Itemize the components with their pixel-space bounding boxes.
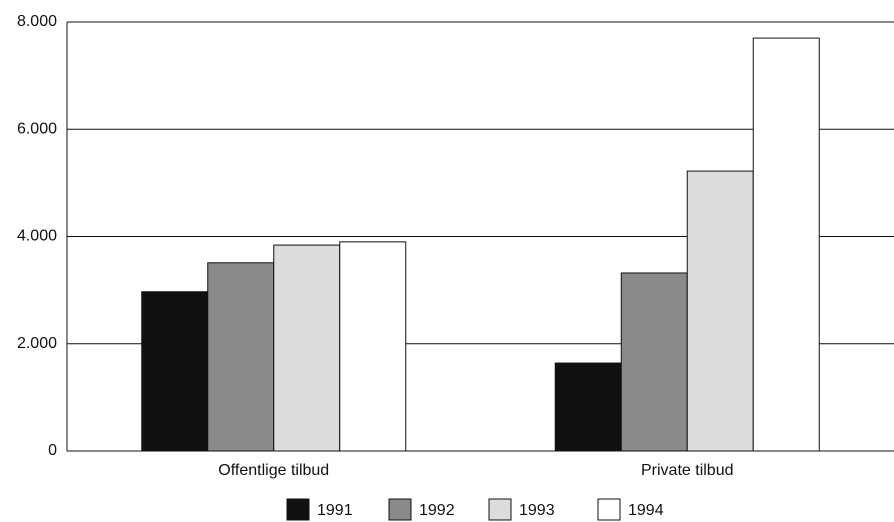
- bar: [686, 170, 754, 452]
- bar: [752, 37, 820, 452]
- y-tick-label: 0: [48, 442, 57, 459]
- legend-swatch: [597, 498, 621, 521]
- bar: [339, 241, 407, 452]
- bar: [554, 362, 622, 452]
- y-tick-label: 8.000: [17, 13, 57, 30]
- legend-label: 1994: [628, 502, 664, 519]
- legend-label: 1993: [519, 502, 555, 519]
- y-tick-label: 2.000: [17, 335, 57, 352]
- bar: [273, 244, 341, 452]
- x-tick-label: Offentlige tilbud: [218, 462, 329, 479]
- legend-swatch: [286, 498, 310, 521]
- y-tick-label: 6.000: [17, 120, 57, 137]
- legend-swatch: [388, 498, 412, 521]
- legend-label: 1991: [317, 502, 353, 519]
- bar: [207, 262, 275, 452]
- legend-swatch: [488, 498, 512, 521]
- bar: [620, 272, 688, 452]
- legend-label: 1992: [419, 502, 455, 519]
- bar: [141, 291, 209, 452]
- x-tick-label: Private tilbud: [641, 462, 734, 479]
- y-tick-label: 4.000: [17, 228, 57, 245]
